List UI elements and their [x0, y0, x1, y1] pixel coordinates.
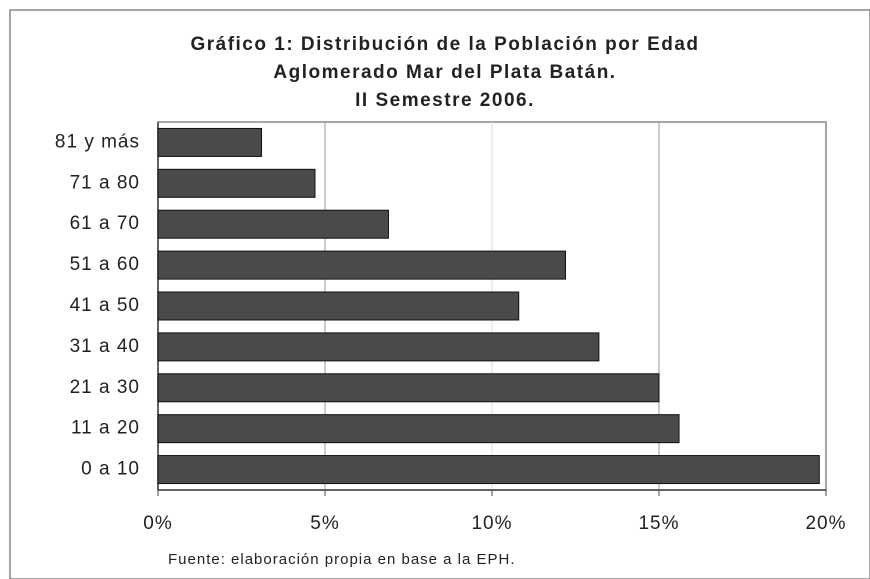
x-tick-label: 0%	[143, 513, 172, 534]
x-tick-label: 15%	[638, 513, 679, 534]
bar	[157, 414, 680, 444]
bar	[157, 373, 660, 403]
y-tick-label: 81 y más	[55, 131, 140, 152]
bar	[157, 332, 600, 362]
x-tick-label: 5%	[310, 513, 339, 534]
bar	[157, 455, 820, 485]
chart-title: II Semestre 2006.	[355, 90, 535, 111]
bar	[157, 291, 520, 321]
y-tick-label: 51 a 60	[70, 254, 140, 275]
chart-title: Aglomerado Mar del Plata Batán.	[273, 62, 616, 83]
source-note: Fuente: elaboración propia en base a la …	[168, 551, 516, 568]
bar	[157, 127, 263, 157]
y-tick-label: 41 a 50	[70, 295, 140, 316]
y-tick-label: 11 a 20	[71, 418, 140, 439]
bar	[157, 250, 566, 280]
y-tick-label: 71 a 80	[70, 172, 140, 193]
x-tick-label: 10%	[471, 513, 512, 534]
y-tick-label: 61 a 70	[70, 213, 140, 234]
y-tick-label: 0 a 10	[81, 459, 140, 480]
x-tick-label: 20%	[805, 513, 846, 534]
bar	[157, 209, 389, 239]
chart-title: Gráfico 1: Distribución de la Población …	[190, 34, 699, 55]
y-tick-label: 31 a 40	[70, 336, 140, 357]
bar	[157, 168, 316, 198]
y-tick-label: 21 a 30	[70, 377, 140, 398]
